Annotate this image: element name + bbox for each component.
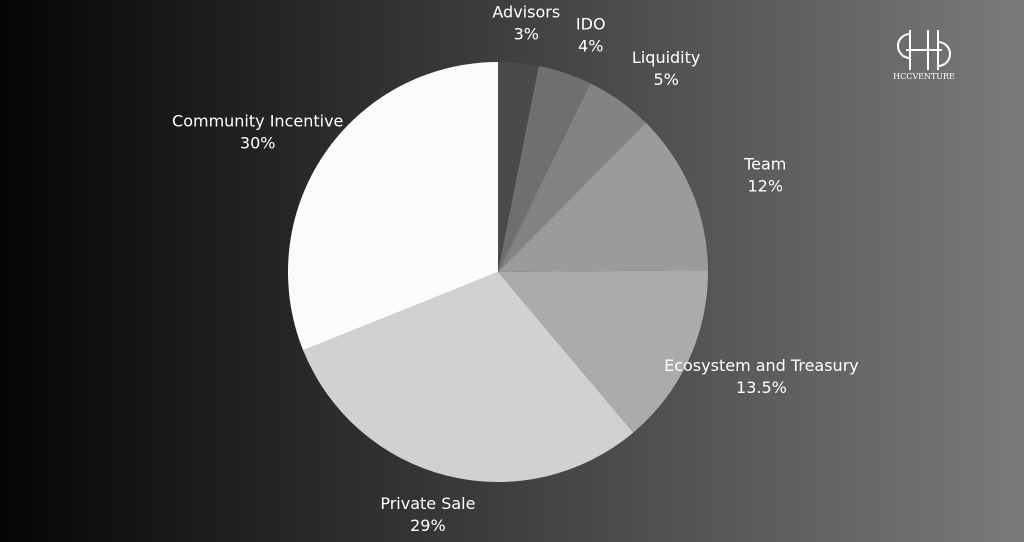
slice-label: Ecosystem and Treasury (664, 356, 859, 375)
pie-slice (303, 272, 634, 483)
pie-slice (498, 270, 708, 433)
pie-slice (498, 62, 539, 272)
slice-value-label: 29% (410, 516, 446, 535)
logo-text: HCCVENTURE (893, 72, 955, 81)
slice-value-label: 12% (747, 176, 783, 195)
slice-label: Advisors (492, 3, 560, 22)
pie-slice (498, 65, 591, 272)
slice-label: Liquidity (632, 48, 700, 67)
slice-value-label: 3% (514, 25, 539, 44)
slice-label: Private Sale (380, 494, 475, 513)
slice-value-label: 4% (578, 37, 603, 56)
slice-label: IDO (576, 15, 606, 34)
slice-value-label: 5% (653, 70, 678, 89)
slice-label: Community Incentive (172, 112, 343, 131)
slice-value-label: 30% (240, 134, 276, 153)
pie-slice (498, 122, 708, 272)
pie-slice (498, 83, 646, 273)
pie-slice (287, 62, 498, 351)
slice-label: Team (743, 154, 786, 173)
slice-value-label: 13.5% (736, 378, 787, 397)
logo (897, 30, 951, 70)
